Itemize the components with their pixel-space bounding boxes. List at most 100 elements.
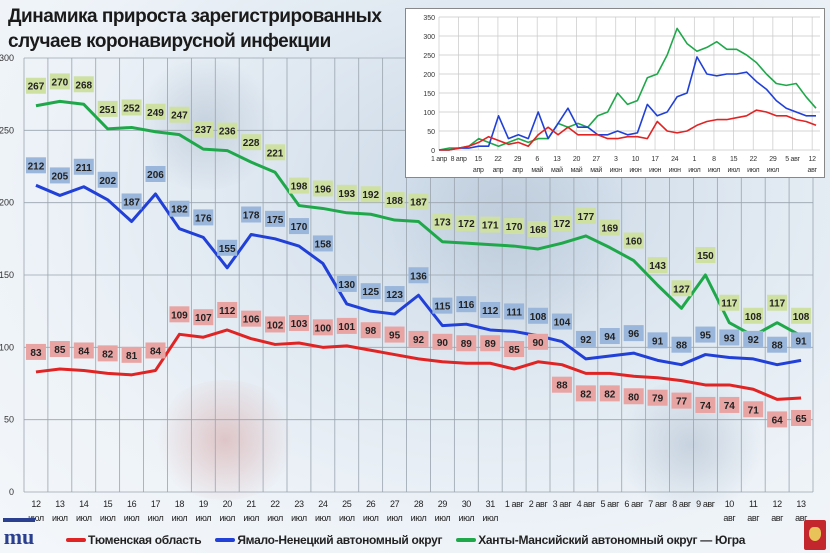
data-label-text: 173: [434, 218, 451, 229]
data-label-box: [25, 157, 46, 174]
data-label-text: 108: [745, 312, 762, 323]
x-tick-label: 13: [796, 499, 806, 509]
data-label-text: 65: [795, 414, 807, 425]
data-label-tyumen: 106: [241, 310, 262, 327]
x-tick-label: 12: [31, 499, 41, 509]
inset-x-tick-label-month: июн: [669, 167, 682, 174]
x-tick-label: 14: [79, 499, 89, 509]
data-label-box: [671, 392, 692, 409]
data-label-box: [121, 193, 142, 210]
data-label-box: [432, 297, 453, 314]
data-label-khmao: 108: [743, 307, 764, 324]
data-label-text: 171: [482, 221, 499, 232]
data-label-tyumen: 65: [791, 409, 812, 426]
inset-x-tick-label-month: апр: [512, 167, 523, 174]
data-label-yamal: 211: [73, 158, 94, 175]
data-label-box: [169, 200, 190, 217]
data-label-box: [97, 345, 118, 362]
data-label-text: 193: [338, 189, 355, 200]
inset-x-tick-label: 1: [693, 156, 697, 163]
x-tick-label: 17: [151, 499, 161, 509]
data-label-text: 176: [195, 213, 212, 224]
data-label-box: [647, 332, 668, 349]
data-label-yamal: 155: [217, 239, 238, 256]
data-label-box: [384, 192, 405, 209]
data-label-khmao: 237: [193, 121, 214, 138]
data-label-box: [408, 267, 429, 284]
x-tick-label-month: июл: [172, 513, 188, 523]
data-label-box: [408, 193, 429, 210]
data-label-text: 108: [530, 312, 547, 323]
data-label-box: [743, 330, 764, 347]
data-label-box: [671, 336, 692, 353]
x-tick-label: 26: [366, 499, 376, 509]
legend-label: Ханты-Мансийский автономный округ — Югра: [478, 533, 746, 547]
data-label-khmao: 251: [97, 100, 118, 117]
inset-y-tick-label: 150: [423, 91, 435, 98]
data-label-box: [504, 303, 525, 320]
data-label-text: 74: [700, 401, 712, 412]
data-label-text: 249: [147, 108, 164, 119]
data-label-box: [25, 343, 46, 360]
data-label-text: 178: [243, 210, 260, 221]
data-label-text: 90: [437, 338, 449, 349]
data-label-yamal: 108: [528, 307, 549, 324]
data-label-text: 109: [171, 310, 188, 321]
data-label-tyumen: 82: [575, 385, 596, 402]
inset-x-tick-label: 6: [535, 156, 539, 163]
inset-y-tick-label: 200: [423, 72, 435, 79]
x-tick-label: 22: [270, 499, 280, 509]
data-label-box: [551, 313, 572, 330]
coat-of-arms-emblem: [804, 520, 826, 550]
data-label-text: 94: [604, 332, 616, 343]
data-label-box: [49, 341, 70, 358]
data-label-text: 267: [28, 82, 45, 93]
x-tick-label-month: июл: [148, 513, 164, 523]
data-label-khmao: 236: [217, 122, 238, 139]
data-label-khmao: 187: [408, 193, 429, 210]
x-tick-label: 27: [390, 499, 400, 509]
data-label-text: 252: [123, 103, 140, 114]
data-label-text: 205: [52, 171, 69, 182]
x-tick-label: 13: [55, 499, 65, 509]
data-label-tyumen: 85: [49, 341, 70, 358]
data-label-box: [599, 328, 620, 345]
inset-x-tick-label: 12: [809, 156, 817, 163]
data-label-box: [169, 106, 190, 123]
data-label-khmao: 177: [575, 207, 596, 224]
x-tick-label-month: июл: [243, 513, 259, 523]
data-label-box: [791, 307, 812, 324]
data-label-khmao: 221: [265, 144, 286, 161]
data-label-box: [480, 216, 501, 233]
data-label-khmao: 169: [599, 219, 620, 236]
data-label-box: [360, 186, 381, 203]
data-label-yamal: 176: [193, 209, 214, 226]
x-tick-label: 18: [175, 499, 185, 509]
data-label-tyumen: 112: [217, 301, 238, 318]
data-label-text: 170: [506, 222, 523, 233]
data-label-khmao: 127: [671, 280, 692, 297]
data-label-text: 115: [434, 302, 451, 313]
data-label-khmao: 117: [767, 294, 788, 311]
inset-x-tick-label: 5 авг: [785, 156, 800, 163]
data-label-box: [599, 385, 620, 402]
data-label-tyumen: 102: [265, 316, 286, 333]
data-label-khmao: 228: [241, 134, 262, 151]
data-label-text: 81: [126, 351, 138, 362]
data-label-khmao: 173: [432, 213, 453, 230]
y-tick-label: 200: [0, 198, 14, 208]
inset-x-tick-label: 24: [671, 156, 679, 163]
data-label-box: [312, 180, 333, 197]
data-label-box: [145, 342, 166, 359]
data-label-box: [575, 330, 596, 347]
data-label-text: 117: [721, 299, 738, 310]
series-line-khmao: [35, 99, 802, 338]
data-label-yamal: 91: [647, 332, 668, 349]
inset-chart-panel: 0 50 100 150 200 250 300 350 1 апр 8 апр 15 апр 22 ап…: [405, 8, 825, 178]
data-label-text: 84: [78, 346, 90, 357]
data-label-box: [49, 167, 70, 184]
data-label-yamal: 95: [695, 326, 716, 343]
data-label-text: 236: [219, 127, 236, 138]
x-tick-label: 30: [462, 499, 472, 509]
inset-x-tick-label-month: июн: [649, 167, 662, 174]
